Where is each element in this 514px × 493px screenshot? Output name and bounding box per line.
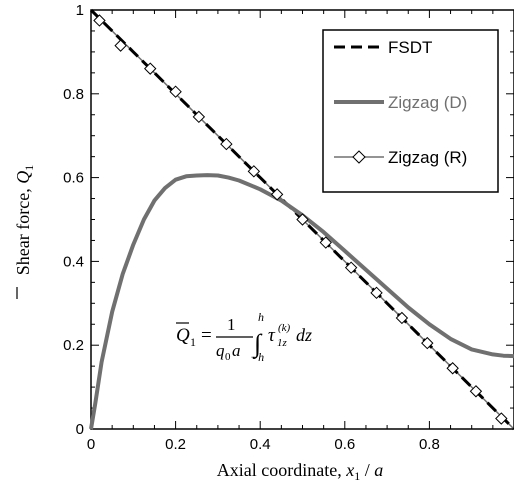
series-marker-zigzag-r	[296, 213, 309, 226]
svg-text:Shear force, Q1: Shear force, Q1	[13, 165, 36, 275]
legend: FSDT Zigzag (D) Zigzag (R)	[322, 29, 499, 193]
eq-frac-den-sub: 0	[225, 351, 231, 363]
x-axis-title: Axial coordinate, x1 / a	[217, 460, 383, 483]
series-marker-zigzag-r	[93, 14, 106, 27]
legend-marker-zigzag-r	[352, 150, 366, 164]
series-marker-zigzag-r	[344, 261, 358, 274]
y-tick-label: 1	[76, 2, 84, 19]
tick-labels: 0 0.2 0.4 0.6 0.8 0 0.2 0.4 0.6 0.8 1	[63, 2, 440, 453]
series-marker-zigzag-r	[114, 39, 127, 52]
legend-box	[322, 29, 499, 193]
legend-label-zigzag-d: Zigzag (D)	[388, 93, 467, 112]
eq-int-lower: −h	[250, 350, 264, 364]
series-marker-zigzag-r	[421, 336, 434, 350]
series-marker-zigzag-r	[270, 188, 284, 201]
y-axis-title: Shear force, Q1	[13, 165, 36, 275]
ticks	[90, 9, 514, 430]
series-marker-zigzag-r	[220, 137, 233, 151]
x-tick-label: 0.8	[419, 436, 440, 453]
eq-int-upper: h	[258, 310, 264, 324]
eq-frac-den-var: q	[216, 341, 225, 360]
eq-integrand-sub: 1z	[277, 337, 288, 349]
y-axis-var: Q	[13, 171, 33, 184]
series-marker-zigzag-r	[169, 85, 182, 98]
x-tick-label: 0.2	[165, 436, 186, 453]
series-layer	[89, 8, 514, 431]
series-marker-zigzag-r	[192, 110, 206, 124]
eq-frac-num: 1	[227, 315, 236, 334]
series-marker-zigzag-r	[370, 286, 383, 300]
y-tick-label: 0.4	[63, 253, 84, 270]
eq-integrand-var: τ	[268, 325, 276, 346]
legend-label-fsdt: FSDT	[388, 38, 432, 57]
y-tick-label: 0	[76, 421, 84, 438]
y-tick-label: 0.2	[63, 337, 84, 354]
eq-integrand-sup: (k)	[278, 322, 291, 334]
eq-diff: dz	[296, 325, 312, 345]
x-tick-label: 0.4	[250, 436, 271, 453]
y-tick-label: 0.8	[63, 86, 84, 103]
series-line-zigzag-d	[89, 173, 514, 430]
x-tick-label: 0.6	[334, 436, 355, 453]
eq-integral-sign: ∫	[252, 329, 263, 359]
eq-equals: =	[201, 325, 212, 346]
series-marker-zigzag-r	[247, 165, 261, 178]
legend-label-zigzag-r: Zigzag (R)	[388, 148, 467, 167]
eq-lhs-sub: 1	[190, 335, 196, 349]
eq-frac-den-a: a	[232, 341, 241, 360]
equation-annotation: Q 1 = 1 q 0 a ∫ h −h τ 1z (k) dz	[176, 310, 312, 364]
series-marker-zigzag-r	[469, 385, 483, 398]
series-marker-zigzag-r	[395, 311, 409, 325]
series-marker-zigzag-r	[319, 236, 332, 249]
eq-lhs-var: Q	[176, 325, 190, 346]
y-tick-label: 0.6	[63, 170, 84, 187]
series-marker-zigzag-r	[446, 362, 459, 375]
series-marker-zigzag-r	[495, 412, 508, 425]
x-tick-label: 0	[87, 436, 95, 453]
series-marker-zigzag-r	[144, 62, 157, 75]
